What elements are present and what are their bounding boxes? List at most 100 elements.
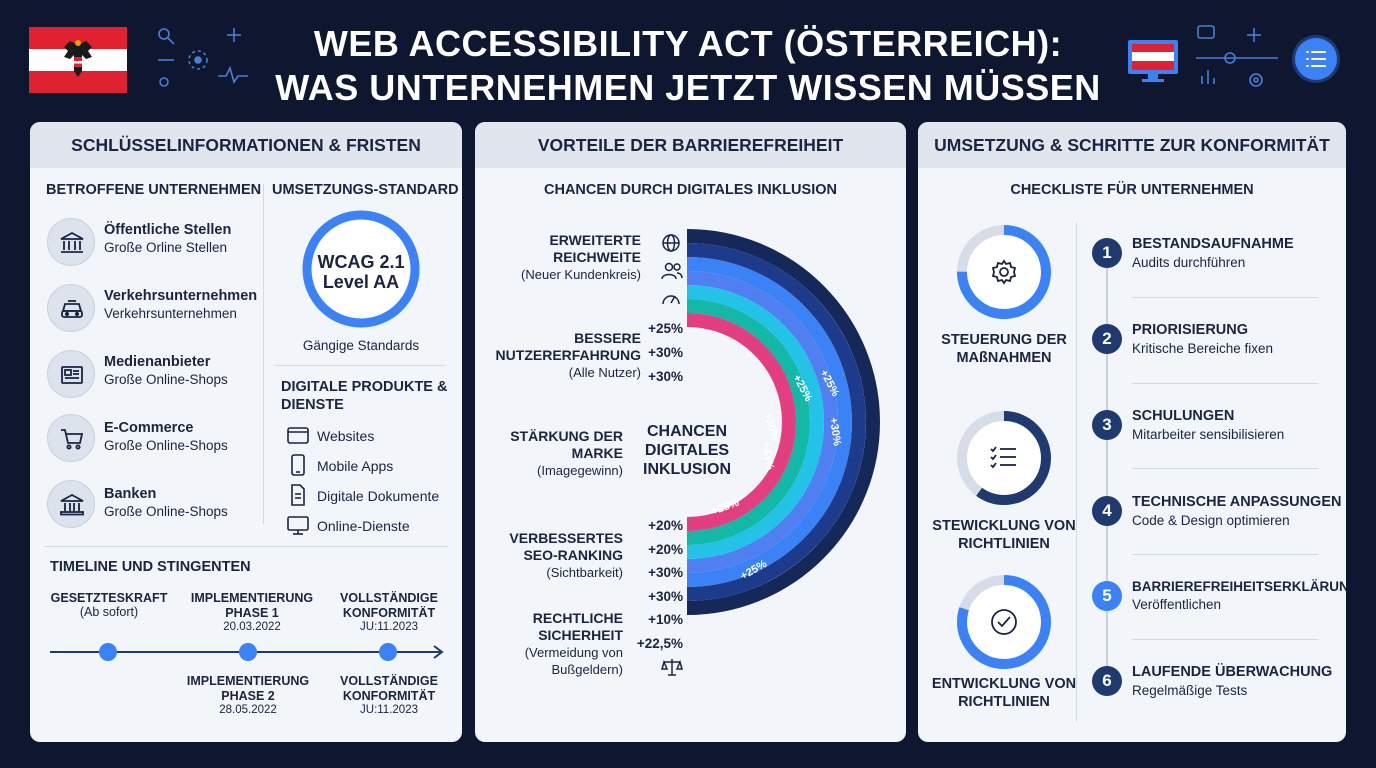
affected-item: E-Commerce Große Online-Shops	[104, 420, 228, 453]
scales-of-justice-icon	[661, 659, 683, 676]
benefit-value: +30%	[648, 588, 683, 604]
page-title-line1: WEB ACCESSIBILITY ACT (ÖSTERREICH):	[313, 23, 1063, 64]
column-divider	[263, 184, 264, 524]
affected-item-icon-circle	[47, 218, 95, 266]
divider	[1132, 639, 1318, 640]
timeline-track	[50, 643, 444, 661]
benefit-value: +25%	[648, 321, 683, 336]
benefit-values-group: +20% +20% +30% +30% +10% +22,5%	[627, 514, 683, 655]
wcag-version: WCAG 2.1	[317, 252, 405, 272]
step-item: PRIORISIERUNG Kritische Bereiche fixen	[1132, 322, 1273, 356]
benefit-item: RECHTLICHE SICHERHEIT (Vermeidung von Bu…	[485, 610, 623, 678]
milestone-title: VOLLSTÄNDIGE KONFORMITÄT	[340, 674, 438, 703]
benefit-title: VERBESSERTES SEO-RANKING	[509, 530, 623, 563]
timeline-milestone: VOLLSTÄNDIGE KONFORMITÄT JU:11.2023	[330, 591, 448, 635]
monitor-icon	[287, 516, 309, 535]
step-number: 2	[1092, 324, 1122, 354]
step-number: 5	[1092, 581, 1122, 611]
benefit-sub: (Neuer Kundenkreis)	[521, 267, 641, 282]
timeline-dot	[379, 643, 397, 661]
arc-ring	[686, 271, 838, 573]
newspaper-icon	[61, 366, 83, 384]
progress-ring	[957, 575, 1051, 669]
affected-item-icon-circle	[47, 480, 95, 528]
benefit-sub: (Imagegewinn)	[537, 463, 623, 478]
speedometer-icon	[662, 295, 680, 305]
step-number: 6	[1092, 666, 1122, 696]
arc-ring	[686, 243, 866, 601]
page-title: WEB ACCESSIBILITY ACT (ÖSTERREICH): WAS …	[250, 22, 1126, 110]
timeline-milestone: IMPLEMENTIERUNG PHASE 1 20.03.2022	[180, 591, 324, 635]
bank-icon	[60, 493, 84, 516]
steps-connector	[1106, 248, 1108, 694]
progress-ring-arc	[957, 411, 1051, 505]
step-title: BESTANDSAUFNAHME	[1132, 236, 1294, 252]
progress-ring-arc	[957, 225, 1051, 319]
gear-icon	[991, 259, 1017, 285]
affected-item-icon-circle	[47, 284, 95, 332]
step-title: BARRIEREFREIHEITSERKLÄRUNG	[1132, 579, 1346, 594]
timeline-milestone: GESETZTESKRAFT (Ab sofort)	[34, 591, 184, 619]
browser-window-icon	[287, 427, 309, 444]
affected-item-title: E-Commerce	[104, 420, 194, 436]
milestone-sub: 28.05.2022	[219, 704, 277, 716]
benefit-item: ERWEITERTE REICHWEITE (Neuer Kundenkreis…	[485, 232, 641, 283]
milestone-title: IMPLEMENTIERUNG PHASE 1	[190, 591, 314, 620]
step-number: 4	[1092, 496, 1122, 526]
benefit-sub: (Sichtbarkeit)	[546, 565, 623, 580]
eagle-coat-of-arms-icon	[64, 40, 92, 77]
globe-icon	[662, 234, 680, 252]
ring-label: STEWICKLUNG VON RICHTLINIEN	[932, 518, 1076, 552]
timeline-dot	[239, 643, 257, 661]
step-sub: Mitarbeiter sensibilisieren	[1132, 427, 1285, 442]
column-divider	[1076, 222, 1077, 722]
benefit-value: +30%	[648, 565, 683, 580]
benefit-sub: (Vermeidung von Bußgeldern)	[524, 645, 623, 677]
settings-chart-decoration-icon	[1196, 25, 1278, 87]
step-sub: Veröffentlichen	[1132, 597, 1222, 612]
center-label: CHANCEN DIGITALES INKLUSION	[643, 423, 731, 478]
milestone-sub: JU:11.2023	[360, 704, 418, 716]
arc-ring	[686, 299, 810, 545]
austria-flag-left	[29, 27, 127, 93]
milestone-title: GESETZTESKRAFT	[50, 591, 168, 605]
standard-heading: UMSETZUNGS-STANDARD	[272, 182, 459, 198]
arc-value-label: +30%	[761, 411, 781, 442]
affected-item-title: Banken	[104, 486, 157, 502]
ring-label: STEUERUNG DER MAßNAHMEN	[941, 332, 1067, 366]
benefit-value: +20%	[648, 541, 683, 557]
benefits-arc-chart: +25% +25% +30% +33% +25% +30% +25%	[686, 229, 880, 615]
benefit-sub: (Alle Nutzer)	[568, 365, 641, 380]
arc-ring	[686, 229, 880, 615]
benefits-heading: VORTEILE DER BARRIEREFREIHEIT	[475, 122, 906, 168]
step-item: BARRIEREFREIHEITSERKLÄRUNG Veröffentlich…	[1132, 579, 1346, 612]
implementation-panel: UMSETZUNG & SCHRITTE ZUR KONFORMITÄT CHE…	[918, 122, 1346, 742]
step-sub: Audits durchführen	[1132, 255, 1246, 270]
affected-companies-heading: BETROFFENE UNTERNEHMEN	[46, 182, 262, 198]
arc-ring	[686, 257, 852, 587]
step-title: PRIORISIERUNG	[1132, 322, 1249, 338]
affected-item-title: Medienanbieter	[104, 354, 211, 370]
step-item: BESTANDSAUFNAHME Audits durchführen	[1132, 236, 1294, 270]
affected-item-sub: Große Orline Stellen	[104, 240, 228, 255]
affected-item-sub: Große Online-Shops	[104, 372, 228, 387]
timeline-heading: TIMELINE UND STINGENTEN	[50, 559, 251, 575]
affected-item-icon-circle	[47, 350, 95, 398]
affected-item: Verkehrsunternehmen Verkehrsunternehmen	[104, 288, 257, 321]
progress-ring	[957, 411, 1051, 505]
menu-button[interactable]	[1295, 38, 1337, 80]
government-building-icon	[60, 231, 84, 253]
step-title: LAUFENDE ÜBERWACHUNG	[1132, 664, 1333, 680]
arc-value-label: +30%	[827, 417, 843, 447]
key-info-panel: SCHLÜSSELINFORMATIONEN & FRISTEN BETROFF…	[30, 122, 462, 742]
affected-item-icon-circle	[47, 414, 95, 462]
step-item: SCHULUNGEN Mitarbeiter sensibilisieren	[1132, 408, 1284, 442]
affected-item-title: Verkehrsunternehmen	[104, 288, 258, 304]
shopping-cart-icon	[61, 429, 84, 450]
step-number: 3	[1092, 410, 1122, 440]
progress-ring-arc	[957, 575, 1051, 669]
benefit-title: RECHTLICHE SICHERHEIT	[532, 610, 623, 643]
benefit-item: VERBESSERTES SEO-RANKING (Sichtbarkeit)	[485, 530, 623, 581]
smartphone-icon	[291, 454, 305, 476]
divider	[1132, 554, 1318, 555]
